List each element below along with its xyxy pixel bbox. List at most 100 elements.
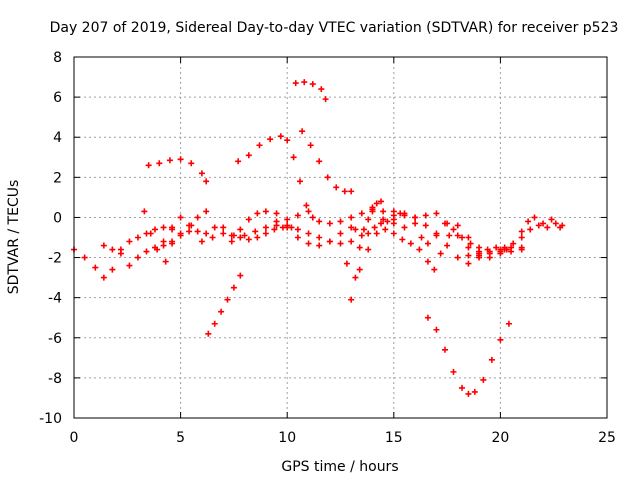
data-point (373, 200, 380, 207)
data-point (431, 266, 438, 273)
data-point (424, 258, 431, 265)
data-point (284, 216, 291, 223)
data-point (348, 188, 355, 195)
data-point (271, 226, 278, 233)
data-point (348, 224, 355, 231)
axis-ticks (73, 56, 608, 419)
grid-lines (74, 57, 607, 418)
data-point (358, 210, 365, 217)
data-point (254, 234, 261, 241)
data-point (100, 274, 107, 281)
data-point (412, 214, 419, 221)
y-tick-labels: -10 -8 -6 -4 -2 0 2 4 6 8 (39, 50, 62, 427)
data-point (444, 220, 451, 227)
data-point (186, 228, 193, 235)
data-point (92, 264, 99, 271)
data-point (160, 238, 167, 245)
data-point (262, 208, 269, 215)
data-point (454, 222, 461, 229)
data-point (203, 208, 210, 215)
data-point (465, 234, 472, 241)
data-point (224, 296, 231, 303)
data-point (348, 296, 355, 303)
data-point (134, 234, 141, 241)
data-point (273, 210, 280, 217)
data-point (290, 154, 297, 161)
data-point (348, 238, 355, 245)
data-point (147, 230, 154, 237)
series-arc-19 (518, 214, 564, 235)
data-point (371, 224, 378, 231)
data-point (273, 218, 280, 225)
data-point (203, 230, 210, 237)
data-point (352, 226, 359, 233)
series-arc-1 (71, 224, 176, 281)
data-point (237, 226, 244, 233)
series-arc-14 (356, 220, 508, 273)
data-point (194, 214, 201, 221)
y-tick-label: 2 (53, 170, 62, 186)
data-point (416, 246, 423, 253)
data-point (294, 226, 301, 233)
data-point (309, 214, 316, 221)
data-point (471, 388, 478, 395)
data-point (277, 133, 284, 140)
data-point (486, 248, 493, 255)
data-point (444, 242, 451, 249)
data-point (177, 156, 184, 163)
data-point (380, 216, 387, 223)
x-tick-label: 25 (598, 430, 616, 446)
data-point (211, 224, 218, 231)
data-point (134, 254, 141, 261)
x-tick-label: 0 (70, 430, 79, 446)
data-point (143, 248, 150, 255)
data-point (433, 326, 440, 333)
data-point (228, 238, 235, 245)
data-point (235, 158, 242, 165)
data-point (525, 218, 532, 225)
data-point (373, 230, 380, 237)
data-point (194, 228, 201, 235)
data-point (531, 214, 538, 221)
data-point (203, 178, 210, 185)
series-arc-8 (235, 133, 316, 221)
data-point (252, 228, 259, 235)
data-point (262, 224, 269, 231)
y-tick-label: -4 (48, 291, 62, 307)
data-point (141, 208, 148, 215)
data-point (382, 226, 389, 233)
data-point (454, 254, 461, 261)
series-arc-4 (141, 208, 355, 253)
x-tick-labels: 0 5 10 15 20 25 (70, 430, 616, 446)
data-point (198, 170, 205, 177)
data-point (433, 210, 440, 217)
series-arc-15 (369, 204, 525, 273)
data-point (356, 266, 363, 273)
data-point (343, 260, 350, 267)
series-arc-3 (145, 156, 210, 185)
plot-frame (73, 56, 608, 419)
data-point (384, 218, 391, 225)
data-point (476, 250, 483, 257)
x-tick-label: 10 (278, 430, 296, 446)
data-point (100, 242, 107, 249)
data-point (296, 178, 303, 185)
data-point (418, 234, 425, 241)
data-point (316, 158, 323, 165)
data-point (245, 152, 252, 159)
data-point (422, 222, 429, 229)
data-point (348, 214, 355, 221)
data-point (301, 79, 308, 86)
y-tick-label: 0 (53, 210, 62, 226)
data-point (465, 390, 472, 397)
data-point (228, 232, 235, 239)
data-point (162, 258, 169, 265)
data-point (156, 160, 163, 167)
y-tick-label: -8 (48, 371, 62, 387)
data-point (284, 137, 291, 144)
data-point (169, 224, 176, 231)
data-point (358, 232, 365, 239)
data-point (360, 226, 367, 233)
data-point (407, 240, 414, 247)
data-point (177, 232, 184, 239)
